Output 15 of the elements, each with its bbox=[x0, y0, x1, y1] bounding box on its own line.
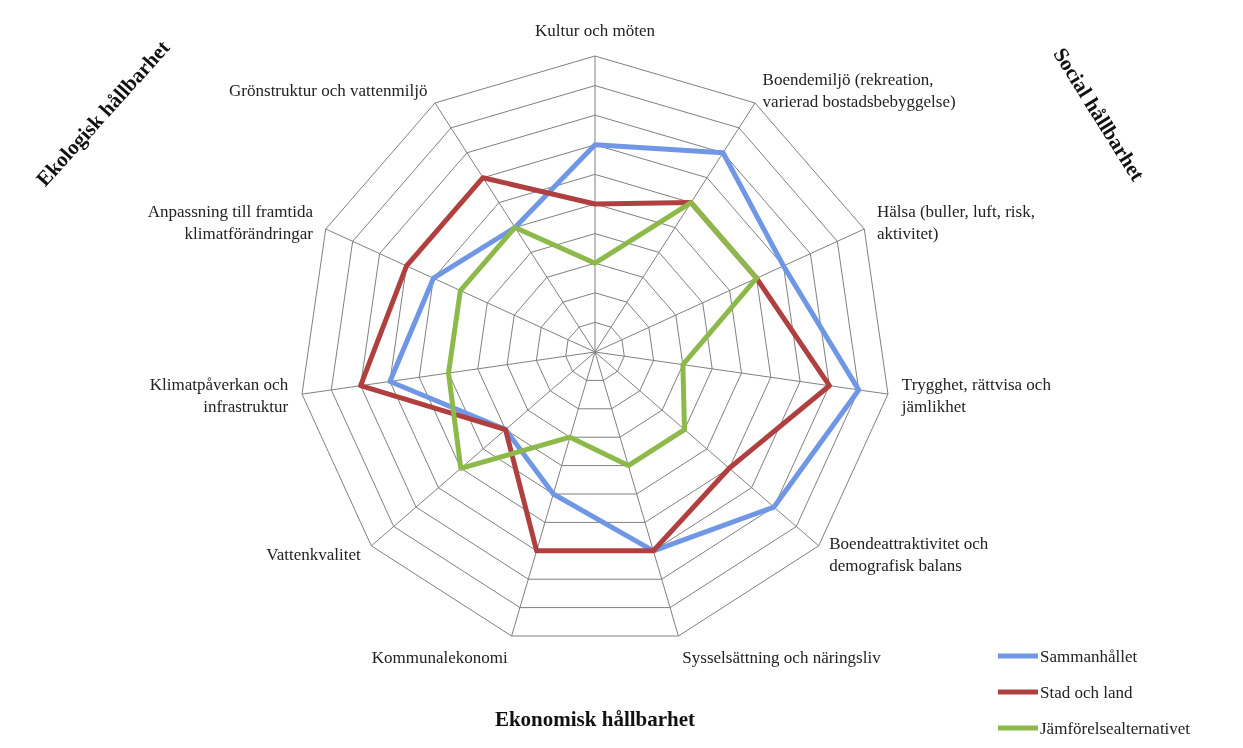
spoke-label: Kultur och möten bbox=[535, 21, 656, 40]
spoke-label: Anpassning till framtida klimatförändringar bbox=[147, 202, 314, 244]
spoke-label: Klimatpåverkan och infrastruktur bbox=[149, 375, 289, 417]
spoke-label: Boendemiljö (rekreation, varierad bostadsbebyggelse) bbox=[762, 70, 956, 112]
text: Ekonomisk hållbarhet bbox=[494, 707, 696, 731]
spoke-label: Kommunalekonomi bbox=[371, 648, 508, 668]
spoke-label: Boendeattraktivitet och demografisk balans bbox=[829, 534, 989, 576]
spoke-label: Grönstruktur och vattenmiljö bbox=[229, 81, 428, 101]
legend-label: Sammanhållet bbox=[1040, 647, 1138, 666]
legend-label: Jämförelsealternativet bbox=[1040, 719, 1191, 738]
legend-label: Stad och land bbox=[1040, 683, 1134, 702]
spoke-label: Trygghet, rättvisa och jämlikhet bbox=[900, 375, 1052, 417]
spoke-label: Sysselsättning och näringsliv bbox=[682, 648, 882, 668]
spoke-label: Vattenkvalitet bbox=[266, 545, 361, 565]
spoke-label: Hälsa (buller, luft, risk, aktivitet) bbox=[876, 202, 1035, 244]
